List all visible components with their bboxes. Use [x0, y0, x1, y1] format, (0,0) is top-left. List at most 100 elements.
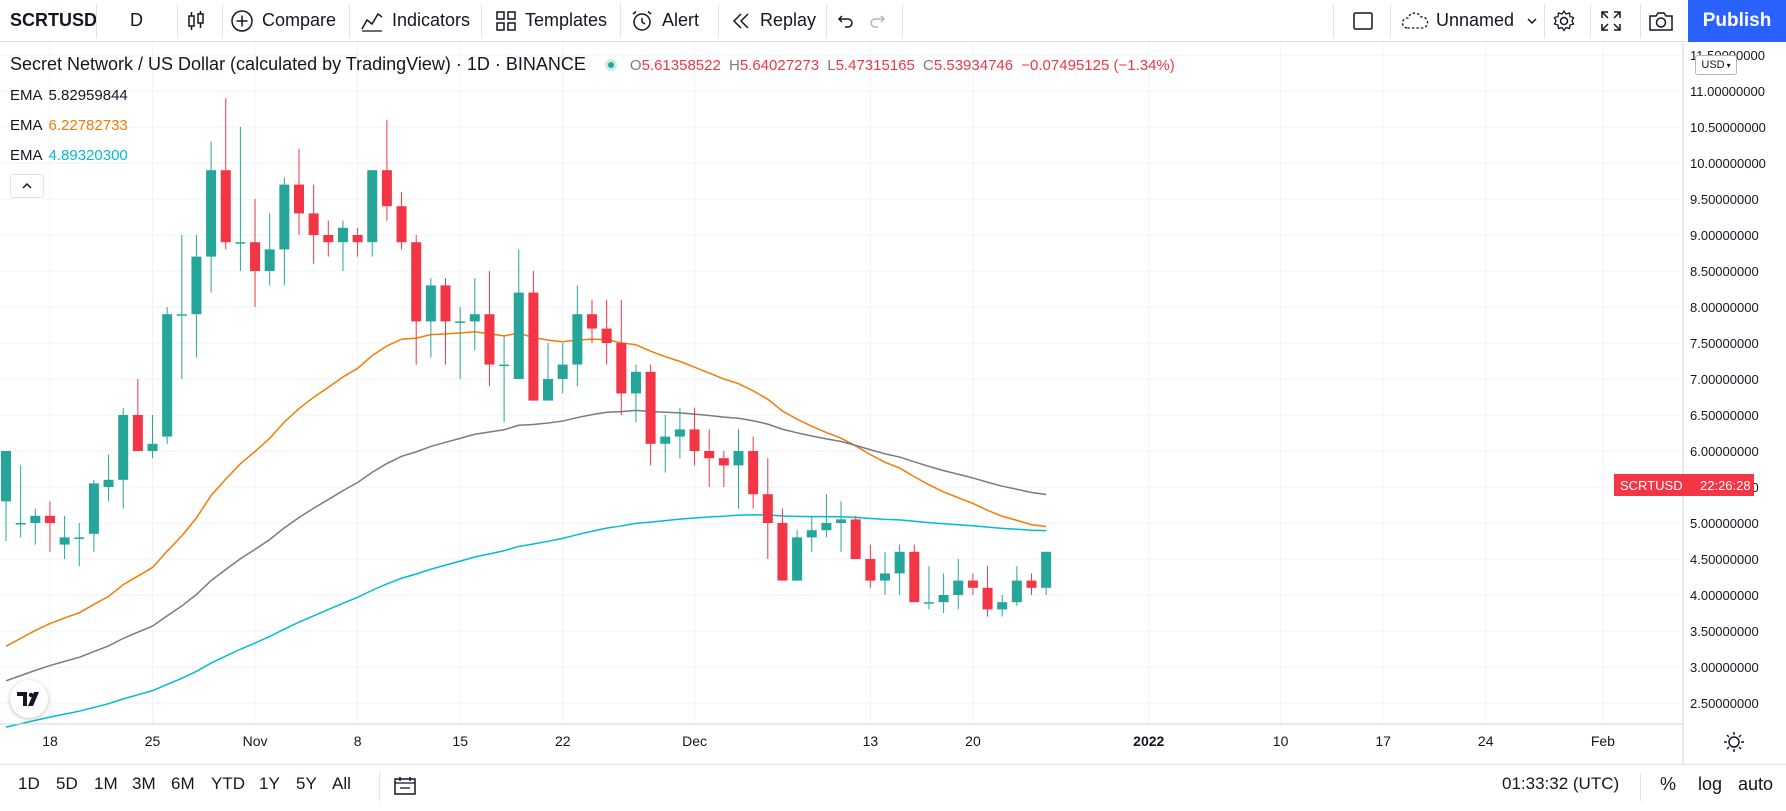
candle — [587, 299, 597, 343]
range-1m[interactable]: 1M — [94, 774, 118, 793]
publish-button[interactable]: Publish — [1688, 0, 1786, 42]
compare-label: Compare — [262, 10, 337, 30]
low-label: L — [827, 57, 836, 74]
candle — [704, 429, 715, 487]
range-ytd[interactable]: YTD — [211, 774, 245, 793]
auto-scale-toggle[interactable]: auto — [1738, 774, 1774, 794]
last-price-tag: SCRTUSD 22:26:28 — [1614, 474, 1754, 496]
ema-legend-3[interactable]: EMA 4.89320300 — [10, 147, 128, 164]
candle-body — [337, 227, 348, 243]
alarm-clock-icon — [630, 9, 654, 33]
candle-body — [733, 451, 744, 466]
candle — [455, 307, 466, 379]
utc-clock[interactable]: 01:33:32 (UTC) — [1502, 774, 1620, 793]
price-chart[interactable]: 11.5000000011.0000000010.5000000010.0000… — [0, 42, 1786, 764]
price-axis[interactable]: 11.5000000011.0000000010.5000000010.0000… — [1690, 48, 1766, 711]
percent-scale-toggle[interactable]: % — [1660, 774, 1677, 794]
candle-body — [792, 537, 803, 581]
date-range-button[interactable] — [393, 776, 417, 801]
ema-value: 6.22782733 — [48, 117, 128, 134]
candle-body — [748, 451, 759, 495]
replay-button[interactable]: Replay — [730, 0, 830, 41]
time-label: 8 — [354, 733, 362, 749]
divider — [1640, 773, 1641, 801]
price-label: 5.00000000 — [1690, 516, 1759, 531]
high-label: H — [728, 57, 740, 74]
candle — [923, 566, 934, 610]
time-label: 25 — [145, 733, 161, 749]
candle-body — [191, 256, 202, 315]
candle-body — [411, 242, 422, 322]
templates-button[interactable]: Templates — [495, 0, 620, 41]
candle-body — [162, 314, 173, 437]
candle-body — [528, 292, 539, 401]
price-label: 7.50000000 — [1690, 336, 1759, 351]
candle — [1026, 573, 1037, 595]
legend-title[interactable]: Secret Network / US Dollar (calculated b… — [10, 54, 586, 74]
indicators-button[interactable]: Indicators — [360, 0, 480, 41]
candles — [1, 98, 1052, 617]
currency-select[interactable]: USD ▾ — [1695, 55, 1737, 75]
range-1y[interactable]: 1Y — [259, 774, 280, 793]
ema-legend-1[interactable]: EMA 5.82959844 — [10, 87, 128, 104]
cloud-icon — [1400, 10, 1430, 32]
divider — [1590, 4, 1591, 38]
candle-body — [601, 328, 612, 343]
candle-body — [294, 184, 304, 214]
change-value: −0.07495125 (−1.34%) — [1021, 57, 1175, 74]
candle — [162, 307, 173, 444]
redo-button[interactable] — [868, 0, 894, 41]
compare-button[interactable]: Compare — [230, 0, 350, 41]
candle-body — [923, 602, 934, 604]
fullscreen-button[interactable] — [1600, 0, 1630, 41]
candle — [132, 379, 143, 451]
range-all[interactable]: All — [332, 774, 351, 793]
alert-button[interactable]: Alert — [630, 0, 710, 41]
price-label: 9.50000000 — [1690, 192, 1759, 207]
publish-label: Publish — [1702, 10, 1772, 31]
range-1d[interactable]: 1D — [18, 774, 40, 793]
candle — [645, 364, 656, 466]
divider — [620, 4, 621, 38]
candle-body — [44, 515, 55, 523]
time-label: Dec — [682, 733, 707, 749]
candle-body — [323, 235, 334, 243]
chart-type-button[interactable] — [185, 0, 215, 41]
divider — [718, 4, 719, 38]
layout-select-button[interactable] — [1352, 0, 1382, 41]
time-label: 10 — [1273, 733, 1289, 749]
candle — [308, 184, 319, 264]
candle-body — [308, 213, 319, 235]
undo-button[interactable] — [835, 0, 861, 41]
range-5y[interactable]: 5Y — [296, 774, 317, 793]
price-label: 8.00000000 — [1690, 300, 1759, 315]
tradingview-logo[interactable] — [10, 680, 48, 718]
time-axis[interactable]: 18 25 Nov 8 15 22 Dec 13 20 2022 10 17 24 Feb — [42, 733, 1615, 749]
candle-body — [1026, 580, 1037, 588]
chevron-down-icon: ▾ — [1726, 60, 1731, 70]
log-scale-toggle[interactable]: log — [1698, 774, 1723, 794]
chevron-down-icon — [1526, 15, 1538, 27]
candle — [352, 227, 363, 257]
candle — [381, 119, 392, 221]
symbol-search-button[interactable]: SCRTUSD — [0, 0, 98, 41]
range-6m[interactable]: 6M — [171, 774, 195, 793]
candle-body — [660, 436, 671, 444]
range-3m[interactable]: 3M — [132, 774, 156, 793]
collapse-legend-button[interactable] — [10, 174, 44, 198]
symbol-label: SCRTUSD — [10, 10, 98, 30]
axis-settings-icon[interactable] — [1724, 732, 1744, 752]
chevron-up-icon — [21, 180, 33, 192]
range-5d[interactable]: 5D — [56, 774, 78, 793]
candle — [323, 220, 334, 257]
candle-body — [836, 519, 847, 523]
candle-body — [880, 573, 890, 581]
save-layout-button[interactable]: Unnamed — [1400, 0, 1540, 41]
candle-body — [1041, 551, 1052, 588]
open-label: O — [629, 57, 642, 74]
ema-legend-2[interactable]: EMA 6.22782733 — [10, 117, 128, 134]
indicators-label: Indicators — [392, 10, 471, 30]
snapshot-button[interactable] — [1648, 0, 1678, 41]
interval-button[interactable]: D — [130, 0, 170, 41]
settings-button[interactable] — [1552, 0, 1582, 41]
